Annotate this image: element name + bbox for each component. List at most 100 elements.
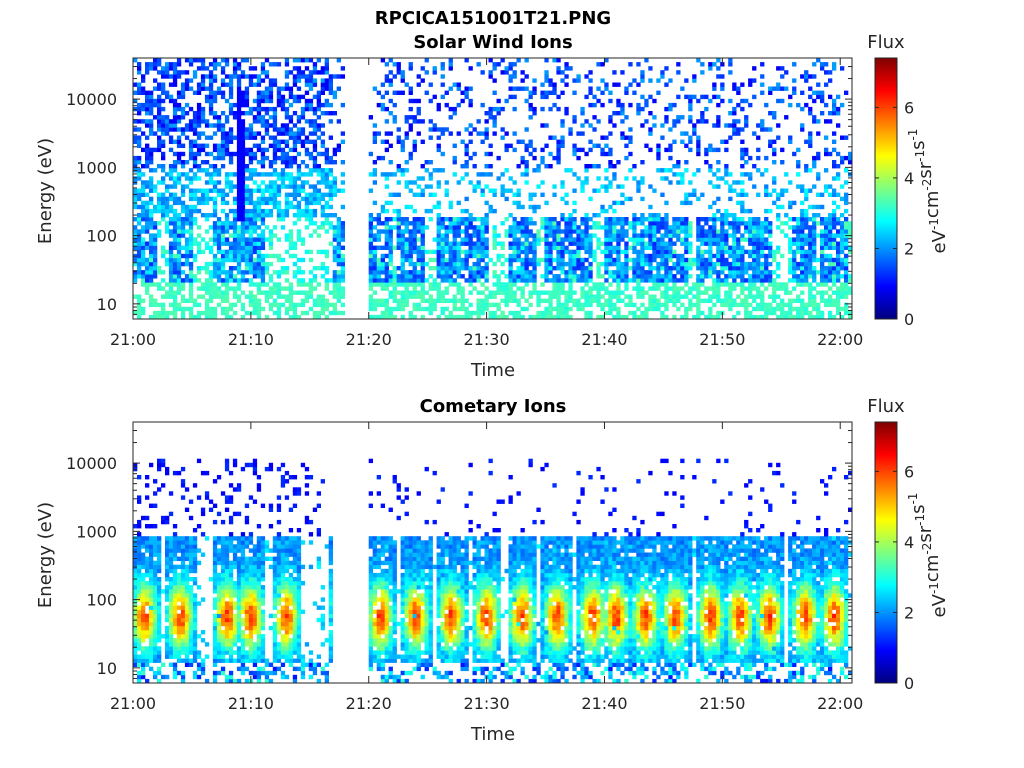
heatmap-cell <box>184 253 190 259</box>
heatmap-cell <box>492 66 497 71</box>
heatmap-cell <box>276 208 282 214</box>
heatmap-cell <box>288 86 294 91</box>
heatmap-cell <box>608 119 613 124</box>
heatmap-cell <box>556 282 561 287</box>
heatmap-cell <box>416 237 421 242</box>
heatmap-cell <box>161 278 166 283</box>
heatmap-cell <box>145 94 150 100</box>
heatmap-cell <box>776 261 781 267</box>
heatmap-cell <box>292 123 298 128</box>
heatmap-cell <box>664 266 669 271</box>
heatmap-cell <box>172 111 178 116</box>
heatmap-cell <box>192 151 198 157</box>
heatmap-cell <box>696 302 701 308</box>
heatmap-cell <box>408 66 413 71</box>
heatmap-cell <box>792 270 797 275</box>
heatmap-cell <box>428 135 433 140</box>
heatmap-cell <box>308 233 314 238</box>
heatmap-cell <box>268 188 274 193</box>
heatmap-cell <box>632 286 637 291</box>
heatmap-cell <box>660 314 665 320</box>
heatmap-cell <box>660 217 665 222</box>
heatmap-cell <box>804 188 809 193</box>
heatmap-cell <box>732 314 737 320</box>
heatmap-cell <box>216 261 222 267</box>
heatmap-cell <box>776 282 781 287</box>
heatmap-cell <box>560 286 565 291</box>
heatmap-cell <box>232 294 238 299</box>
heatmap-cell <box>388 270 393 275</box>
heatmap-cell <box>252 66 258 71</box>
heatmap-cell <box>141 78 146 83</box>
heatmap-cell <box>416 245 421 250</box>
heatmap-cell <box>564 310 569 316</box>
heatmap-cell <box>172 213 178 218</box>
heatmap-cell <box>153 147 158 153</box>
heatmap-cell <box>145 180 150 185</box>
heatmap-cell <box>408 257 413 263</box>
heatmap-cell <box>324 180 329 185</box>
heatmap-cell <box>472 188 477 193</box>
heatmap-cell <box>508 245 513 250</box>
heatmap-cell <box>168 245 174 250</box>
heatmap-cell <box>816 257 821 263</box>
heatmap-cell <box>816 310 821 316</box>
heatmap-cell <box>732 233 737 238</box>
heatmap-cell <box>420 229 425 234</box>
heatmap-cell <box>224 229 230 234</box>
heatmap-cell <box>740 204 745 210</box>
heatmap-cell <box>304 294 310 299</box>
heatmap-cell <box>500 261 505 267</box>
heatmap-cell <box>137 261 142 267</box>
heatmap-cell <box>284 200 290 206</box>
heatmap-cell <box>812 74 817 79</box>
heatmap-cell <box>153 298 158 303</box>
heatmap-cell <box>324 66 329 71</box>
heatmap-cell <box>204 188 210 193</box>
heatmap-cell <box>165 257 170 263</box>
heatmap-cell <box>544 237 549 242</box>
heatmap-cell <box>252 208 258 214</box>
heatmap-cell <box>172 164 178 169</box>
heatmap-cell <box>488 208 493 214</box>
heatmap-cell <box>500 298 505 303</box>
heatmap-cell <box>608 160 613 165</box>
heatmap-cell <box>712 94 717 100</box>
heatmap-cell <box>788 204 793 210</box>
heatmap-cell <box>816 233 821 238</box>
heatmap-cell <box>324 298 329 303</box>
heatmap-cell <box>544 225 549 230</box>
heatmap-cell <box>324 204 329 210</box>
heatmap-cell <box>724 217 729 222</box>
heatmap-cell <box>556 314 561 320</box>
heatmap-cell <box>524 229 529 234</box>
heatmap-cell <box>680 229 685 234</box>
heatmap-cell <box>504 188 509 193</box>
heatmap-cell <box>256 160 262 165</box>
heatmap-cell <box>772 86 777 91</box>
heatmap-cell <box>708 147 713 153</box>
heatmap-cell <box>172 257 178 263</box>
heatmap-cell <box>228 155 234 161</box>
heatmap-cell <box>520 266 525 271</box>
heatmap-cell <box>532 106 537 112</box>
heatmap-cell <box>492 294 497 299</box>
heatmap-cell <box>564 314 569 320</box>
heatmap-cell <box>288 290 294 295</box>
heatmap-cell <box>644 261 649 267</box>
heatmap-cell <box>624 261 629 267</box>
heatmap-cell <box>588 245 593 250</box>
heatmap-cell <box>696 221 701 226</box>
heatmap-cell <box>264 90 270 95</box>
heatmap-cell <box>664 168 669 173</box>
heatmap-cell <box>680 225 685 230</box>
heatmap-cell <box>428 310 433 316</box>
heatmap-cell <box>440 94 445 100</box>
heatmap-cell <box>276 294 282 299</box>
heatmap-cell <box>396 192 401 197</box>
heatmap-cell <box>141 86 146 91</box>
heatmap-cell <box>176 102 182 108</box>
heatmap-cell <box>436 213 441 218</box>
heatmap-cell <box>157 98 162 104</box>
heatmap-cell <box>240 58 246 63</box>
